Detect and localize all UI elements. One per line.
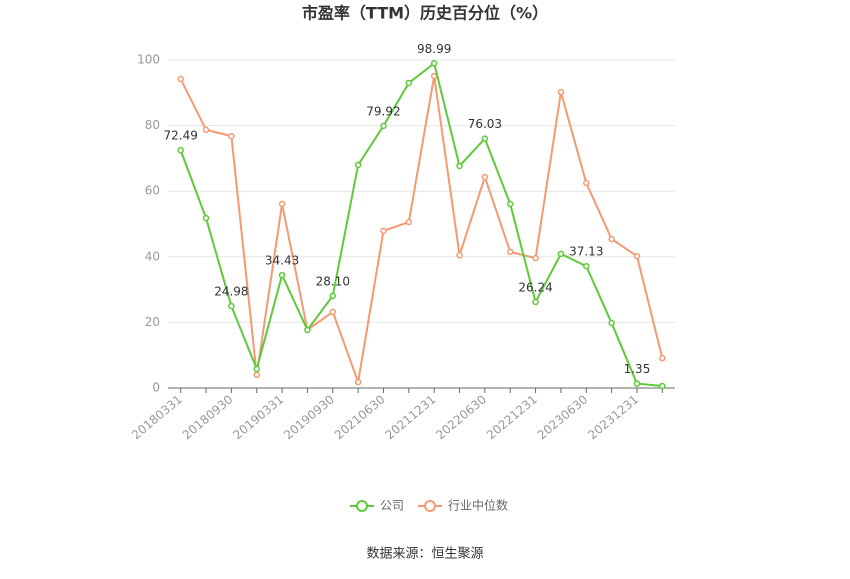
data-label: 1.35: [624, 362, 651, 376]
point: [354, 378, 362, 386]
x-tick-label: 20210630: [332, 392, 388, 442]
data-label: 98.99: [417, 42, 451, 56]
point: [481, 173, 489, 181]
point: [304, 326, 311, 334]
point: [278, 271, 286, 279]
point: [659, 354, 666, 362]
x-tick-label: 20231231: [585, 392, 641, 442]
data-label: 79.92: [366, 104, 400, 118]
point: [228, 302, 235, 310]
point: [354, 161, 362, 169]
point: [253, 371, 260, 379]
point: [380, 227, 387, 235]
legend-marker: [424, 500, 437, 512]
data-label: 26.24: [518, 280, 552, 294]
y-tick-label: 0: [152, 381, 160, 395]
series-line: [179, 61, 663, 388]
point: [202, 126, 210, 134]
x-tick-label: 20220630: [433, 392, 489, 442]
x-tick-label: 20180930: [180, 392, 236, 442]
point: [228, 132, 235, 140]
data-label: 72.49: [163, 129, 197, 143]
point: [405, 218, 413, 226]
point: [278, 200, 286, 208]
point: [430, 60, 438, 67]
data-label: 24.98: [214, 285, 248, 299]
point: [532, 298, 539, 306]
data-label: 34.43: [265, 254, 299, 268]
point: [608, 319, 615, 327]
point: [177, 75, 184, 83]
chart-title: 市盈率（TTM）历史百分位（%）: [302, 4, 548, 23]
point: [481, 135, 489, 142]
point: [506, 248, 514, 256]
x-tick-label: 20190331: [230, 392, 286, 442]
legend-label: 公司: [380, 499, 404, 513]
y-tick-label: 60: [145, 184, 160, 198]
point: [557, 250, 565, 258]
legend-marker: [356, 500, 368, 512]
point: [633, 252, 641, 260]
y-tick-label: 40: [145, 249, 160, 263]
y-tick-label: 100: [137, 53, 160, 67]
legend-label: 行业中位数: [448, 498, 508, 513]
data-label: 76.03: [468, 117, 502, 131]
y-tick-label: 20: [145, 315, 160, 329]
point: [405, 79, 413, 87]
point: [380, 122, 387, 130]
point: [202, 214, 210, 222]
point: [583, 262, 590, 270]
y-tick-label: 80: [145, 118, 160, 132]
data-label: 28.10: [316, 274, 350, 288]
series-line: [179, 75, 664, 387]
point: [557, 88, 565, 96]
point: [329, 292, 337, 300]
source: 数据来源：恒生聚源: [366, 547, 483, 562]
point: [659, 382, 666, 390]
point: [177, 146, 184, 154]
point: [253, 365, 260, 373]
x-tick-label: 20180331: [129, 392, 185, 442]
point: [506, 200, 514, 208]
data-label: 37.13: [569, 245, 603, 259]
x-tick-label: 20230630: [535, 392, 591, 442]
point: [456, 162, 463, 170]
point: [633, 380, 641, 387]
x-tick-label: 20211231: [383, 392, 439, 442]
point: [608, 235, 615, 243]
point: [583, 179, 590, 187]
point: [329, 308, 337, 316]
x-tick-label: 20190930: [281, 392, 337, 442]
x-tick-label: 20221231: [484, 392, 540, 442]
point: [456, 251, 463, 259]
point: [532, 254, 539, 262]
